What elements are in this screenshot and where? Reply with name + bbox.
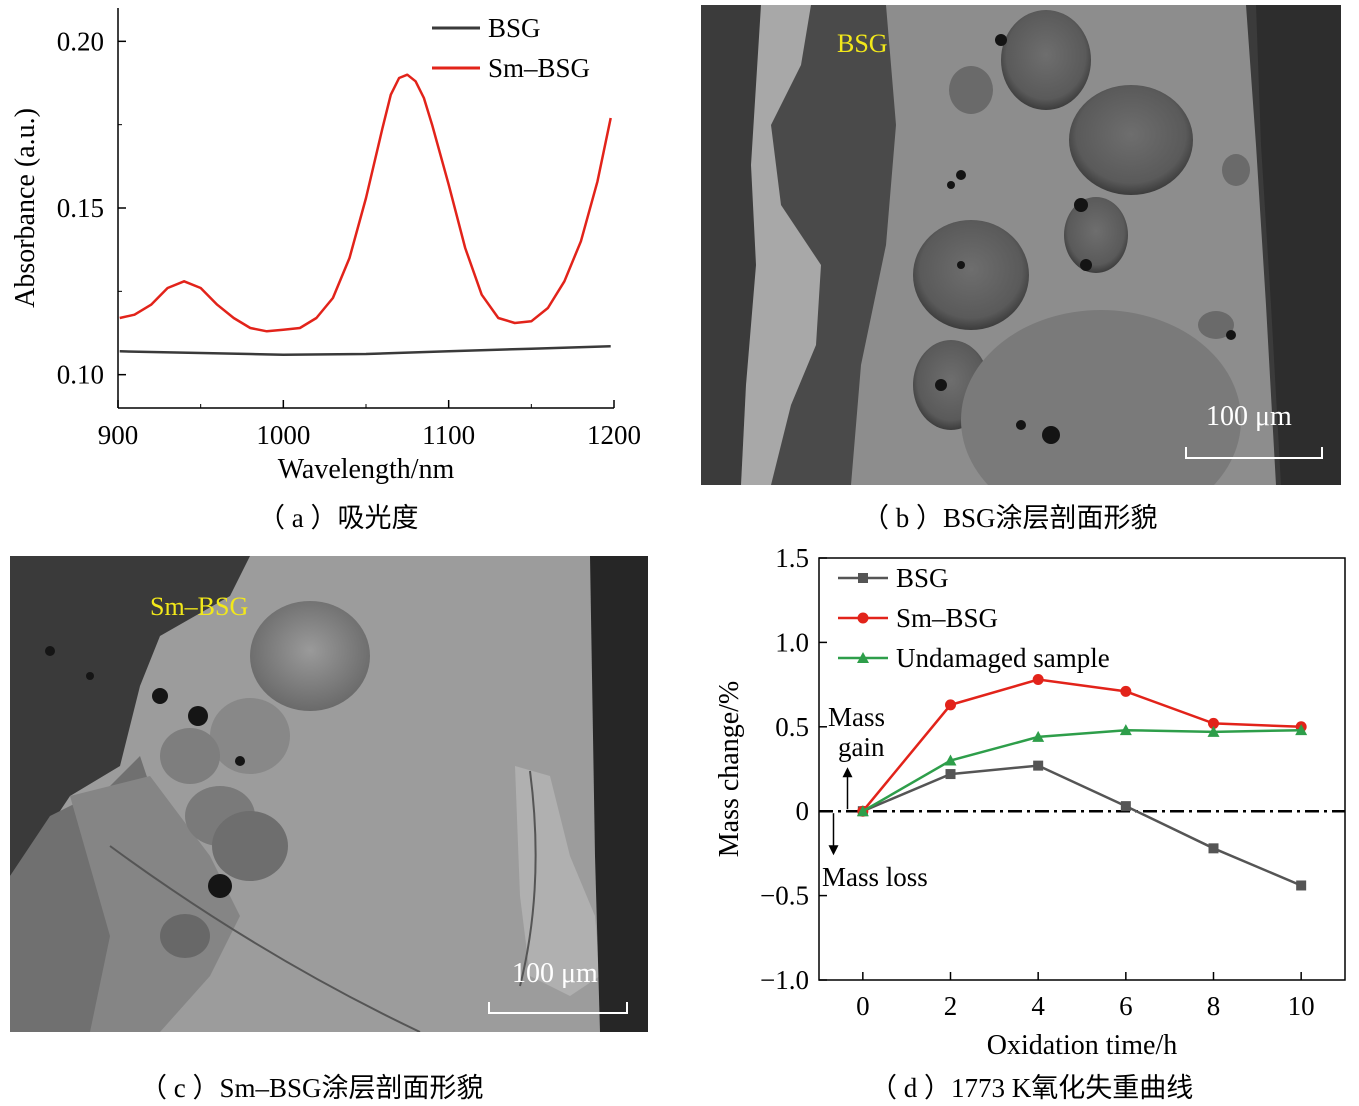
d-x-tick-label: 4 [1031,991,1045,1021]
a-x-tick-label: 900 [98,420,139,450]
bsg-sem-micrograph [701,5,1341,485]
d-series-line-1 [862,764,1302,887]
a-y-tick-label: 0.10 [57,360,104,390]
d-x-tick-label: 6 [1119,991,1133,1021]
a-y-axis-label: Absorbance (a.u.) [10,108,41,308]
d-y-tick-label: 0.5 [775,712,809,742]
d-data-point [1119,724,1132,736]
d-x-tick-label: 2 [944,991,958,1021]
d-data-point [1295,724,1308,736]
d-loss-arrowhead [828,845,839,856]
d-mass-gain-label-2: gain [838,732,885,762]
bsg-scale-label: 100 μm [1206,401,1292,432]
d-data-point [1207,725,1220,737]
d-legend-marker [858,573,868,583]
bsg-sample-label: BSG [837,29,888,58]
caption-c: （ c ）Sm–BSG涂层剖面形貌 [140,1073,484,1103]
d-legend-label: Sm–BSG [896,603,998,633]
d-y-tick-label: −0.5 [760,881,809,911]
d-y-tick-label: 1.0 [775,627,809,657]
a-y-tick-label: 0.15 [57,193,104,223]
sm-bsg-sample-label: Sm–BSG [150,592,249,621]
d-data-point [1120,801,1131,812]
bsg-scale-bar [1185,447,1323,459]
d-plot-frame [818,557,1346,981]
d-mass-loss-label: Mass loss [822,862,928,892]
a-x-axis-label: Wavelength/nm [278,454,455,485]
a-x-tick-label: 1100 [422,420,475,450]
a-legend-label: Sm–BSG [488,53,590,83]
d-y-axis-label: Mass change/% [714,681,745,858]
a-y-tick-label: 0.20 [57,26,104,56]
d-legend-label: BSG [896,563,949,593]
d-legend-label: Undamaged sample [896,643,1110,673]
a-x-tick-label: 1200 [587,420,641,450]
d-data-point [1120,685,1132,697]
d-x-axis-label: Oxidation time/h [987,1030,1178,1061]
sm-bsg-scale-label: 100 μm [512,958,598,989]
d-y-tick-label: 1.5 [775,543,809,573]
d-data-point [944,754,957,766]
d-x-tick-label: 10 [1288,991,1315,1021]
a-legend-label: BSG [488,13,541,43]
d-data-point [1208,843,1219,854]
d-gain-arrowhead [842,767,853,778]
bsg-sem-image: BSG 100 μm [701,5,1341,485]
d-data-point [945,769,956,780]
d-data-point [1033,760,1044,771]
d-y-tick-label: −1.0 [760,965,809,995]
d-x-tick-label: 8 [1207,991,1221,1021]
d-mass-gain-label-1: Mass [828,702,885,732]
d-legend-marker [857,612,869,624]
sm-bsg-sem-micrograph [10,556,648,1032]
caption-d: （ d ）1773 K氧化失重曲线 [870,1073,1194,1103]
d-data-point [1208,717,1219,729]
d-data-point [1032,730,1045,742]
d-series-line-3 [862,728,1302,813]
d-series-line-2 [861,678,1302,812]
d-y-tick-label: 0 [796,796,810,826]
caption-a: （ a ）吸光度 [258,503,419,533]
d-data-point [945,699,956,711]
a-x-tick-label: 1000 [256,420,310,450]
caption-b: （ b ）BSG涂层剖面形貌 [862,503,1158,533]
d-x-tick-label: 0 [856,991,870,1021]
sm-bsg-scale-bar [488,1002,628,1014]
d-data-point [856,805,869,817]
a-series-line-1 [119,345,611,356]
d-data-point [1296,880,1307,891]
d-legend-marker [857,652,869,663]
a-series-line-2 [119,73,612,333]
d-data-point [1032,674,1044,686]
sm-bsg-sem-image: Sm–BSG 100 μm [10,556,648,1032]
